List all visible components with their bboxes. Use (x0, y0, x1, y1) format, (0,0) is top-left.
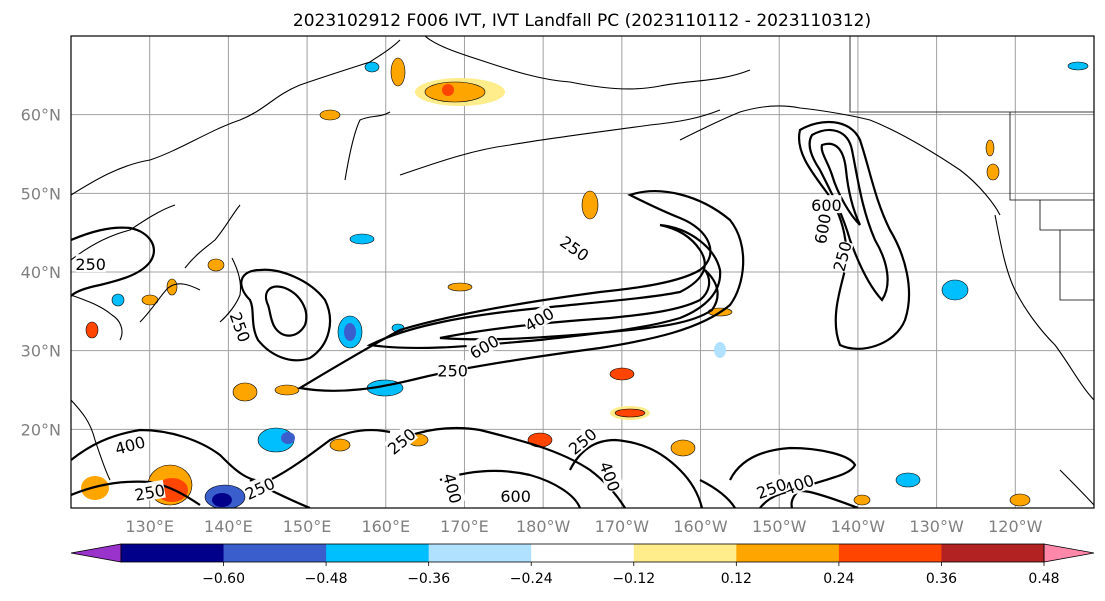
colorbar-tick-4: −0.12 (612, 571, 655, 587)
colorbar-tick-8: 0.48 (1028, 571, 1059, 587)
colorbar-extend-low (70, 543, 122, 563)
contour-label-10: 250 (133, 479, 166, 505)
contour-label-0: 250 (75, 254, 106, 274)
colorbar-tick-5: 0.12 (721, 571, 752, 587)
contour-label-5: 250 (437, 360, 468, 380)
colorbar-swatch-3 (428, 544, 532, 562)
lat-label-0: 20°N (21, 420, 61, 439)
colorbar-swatch-7 (838, 544, 942, 562)
colorbar: −0.60 −0.48 −0.36 −0.24 −0.12 0.12 0.24 0.36 0.4… (70, 543, 1095, 587)
colorbar-frame (120, 543, 1045, 563)
lon-label-2: 150°E (283, 517, 332, 536)
colorbar-tick-0: −0.60 (202, 571, 245, 587)
colorbar-swatch-6 (736, 544, 840, 562)
colorbar-tick-6: 0.24 (823, 571, 854, 587)
colorbar-swatch-0 (121, 544, 225, 562)
lat-label-2: 40°N (21, 263, 61, 282)
political-borders (849, 36, 1094, 301)
lon-label-8: 150°W (752, 517, 807, 536)
colorbar-tick-1: −0.48 (305, 571, 348, 587)
map-frame (70, 35, 1095, 509)
lon-label-10: 130°W (909, 517, 964, 536)
lat-label-4: 60°N (21, 106, 61, 125)
contour-label-9: 400 (113, 431, 147, 459)
longitude-labels: 130°E 140°E 150°E 160°E 170°E 180°W 170°W 160°W… (125, 517, 1042, 536)
svg-text:250: 250 (75, 255, 106, 274)
colorbar-tick-7: 0.36 (926, 571, 957, 587)
colorbar-tick-3: −0.24 (510, 571, 553, 587)
svg-text:600: 600 (500, 487, 531, 506)
colorbar-swatch-4 (531, 544, 635, 562)
lon-label-7: 160°W (673, 517, 728, 536)
lon-label-0: 130°E (125, 517, 174, 536)
colorbar-swatch-8 (941, 544, 1045, 562)
contour-label-15: 600 (500, 486, 531, 506)
lon-label-4: 170°E (440, 517, 489, 536)
svg-text:250: 250 (437, 361, 468, 380)
lat-label-3: 50°N (21, 184, 61, 203)
colorbar-swatch-5 (633, 544, 737, 562)
lon-label-5: 180°W (516, 517, 571, 536)
lon-label-3: 160°E (361, 517, 410, 536)
lon-label-11: 120°W (988, 517, 1043, 536)
contour-label-14: 400 (439, 471, 467, 506)
colorbar-swatch-1 (223, 544, 327, 562)
colorbar-swatch-2 (326, 544, 430, 562)
svg-text:600: 600 (811, 196, 842, 215)
lon-label-9: 140°W (831, 517, 886, 536)
colorbar-tick-2: −0.36 (407, 571, 450, 587)
colorbar-extend-high (1043, 543, 1095, 563)
lon-label-6: 170°W (595, 517, 650, 536)
contour-label-6: 600 (811, 195, 842, 215)
lat-label-1: 30°N (21, 342, 61, 361)
figure-title: 2023102912 F006 IVT, IVT Landfall PC (20… (293, 11, 871, 31)
lon-label-1: 140°E (204, 517, 253, 536)
latitude-labels: 20°N 30°N 40°N 50°N 60°N (21, 106, 61, 440)
coastlines (71, 36, 1094, 506)
pc-shading (81, 57, 1089, 508)
shade-positive (81, 57, 1031, 507)
